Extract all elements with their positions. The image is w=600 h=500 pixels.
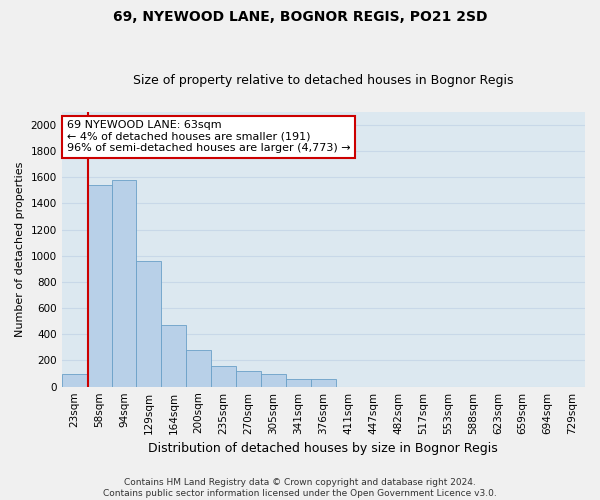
Text: Contains HM Land Registry data © Crown copyright and database right 2024.
Contai: Contains HM Land Registry data © Crown c… xyxy=(103,478,497,498)
Bar xyxy=(86,185,112,386)
X-axis label: Distribution of detached houses by size in Bognor Regis: Distribution of detached houses by size … xyxy=(148,442,498,455)
Bar xyxy=(136,261,161,386)
Title: Size of property relative to detached houses in Bognor Regis: Size of property relative to detached ho… xyxy=(133,74,514,87)
Bar xyxy=(236,371,261,386)
Y-axis label: Number of detached properties: Number of detached properties xyxy=(15,162,25,337)
Bar xyxy=(62,374,86,386)
Bar xyxy=(186,350,211,387)
Text: 69 NYEWOOD LANE: 63sqm
← 4% of detached houses are smaller (191)
96% of semi-det: 69 NYEWOOD LANE: 63sqm ← 4% of detached … xyxy=(67,120,350,153)
Bar xyxy=(211,366,236,386)
Bar xyxy=(112,180,136,386)
Text: 69, NYEWOOD LANE, BOGNOR REGIS, PO21 2SD: 69, NYEWOOD LANE, BOGNOR REGIS, PO21 2SD xyxy=(113,10,487,24)
Bar xyxy=(286,379,311,386)
Bar xyxy=(261,374,286,386)
Bar xyxy=(311,380,336,386)
Bar xyxy=(161,325,186,386)
